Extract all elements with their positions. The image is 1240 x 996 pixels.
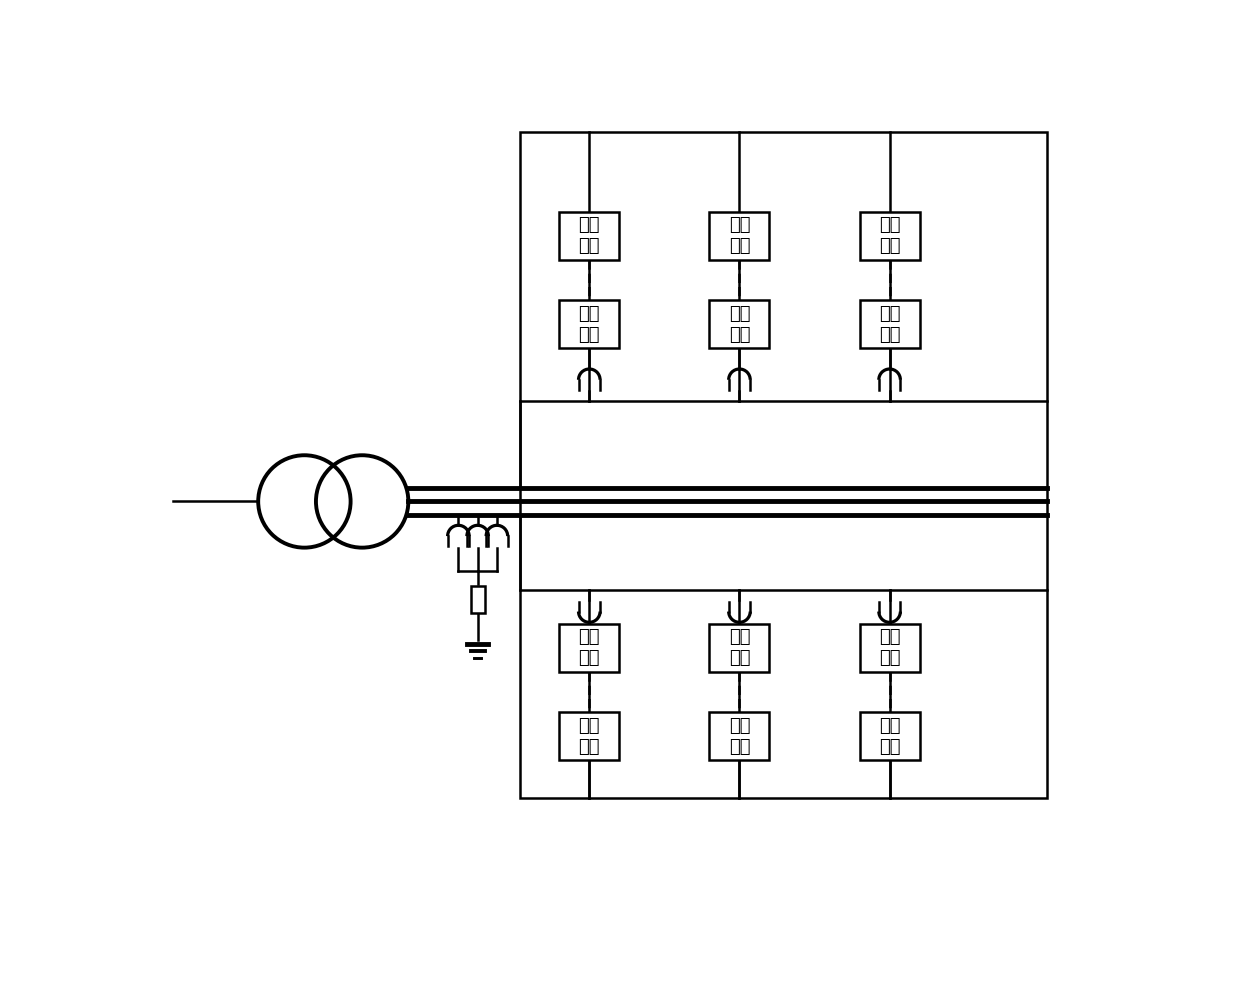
Bar xyxy=(520,131,1048,798)
Text: 功率
模块: 功率 模块 xyxy=(729,717,750,756)
FancyBboxPatch shape xyxy=(709,212,770,260)
Text: 功率
模块: 功率 模块 xyxy=(579,628,600,667)
Text: 功率
模块: 功率 模块 xyxy=(579,305,600,344)
Text: 功率
模块: 功率 模块 xyxy=(579,717,600,756)
FancyBboxPatch shape xyxy=(709,712,770,760)
Text: 功率
模块: 功率 模块 xyxy=(879,216,900,255)
Text: 功率
模块: 功率 模块 xyxy=(579,216,600,255)
FancyBboxPatch shape xyxy=(559,212,619,260)
FancyBboxPatch shape xyxy=(559,712,619,760)
FancyBboxPatch shape xyxy=(859,623,920,671)
FancyBboxPatch shape xyxy=(859,712,920,760)
FancyBboxPatch shape xyxy=(859,301,920,349)
FancyBboxPatch shape xyxy=(559,623,619,671)
Text: 功率
模块: 功率 模块 xyxy=(729,305,750,344)
Text: 功率
模块: 功率 模块 xyxy=(879,717,900,756)
Text: 功率
模块: 功率 模块 xyxy=(879,305,900,344)
FancyBboxPatch shape xyxy=(709,301,770,349)
Text: 功率
模块: 功率 模块 xyxy=(729,216,750,255)
FancyBboxPatch shape xyxy=(859,212,920,260)
Bar xyxy=(471,586,485,614)
Text: 功率
模块: 功率 模块 xyxy=(729,628,750,667)
FancyBboxPatch shape xyxy=(559,301,619,349)
FancyBboxPatch shape xyxy=(709,623,770,671)
Text: 功率
模块: 功率 模块 xyxy=(879,628,900,667)
